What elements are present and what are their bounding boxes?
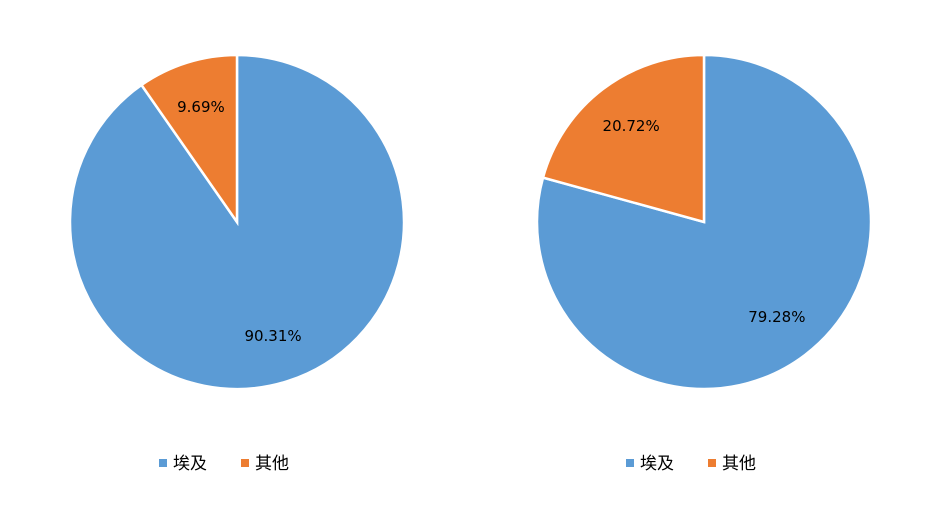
data-label: 9.69%	[177, 98, 225, 116]
legend-swatch	[159, 459, 167, 467]
legend-label: 其他	[722, 454, 756, 474]
legend-swatch	[241, 459, 249, 467]
legend-label: 其他	[255, 454, 289, 474]
legend-label: 埃及	[173, 454, 207, 474]
data-label: 79.28%	[748, 308, 805, 326]
pie-slice	[541, 53, 706, 224]
pie-slice	[535, 53, 873, 391]
data-label: 90.31%	[244, 327, 301, 345]
legend-swatch	[626, 459, 634, 467]
data-label: 20.72%	[603, 117, 660, 135]
pie-slice	[139, 53, 239, 226]
legend-swatch	[708, 459, 716, 467]
legend-label: 埃及	[640, 454, 674, 474]
